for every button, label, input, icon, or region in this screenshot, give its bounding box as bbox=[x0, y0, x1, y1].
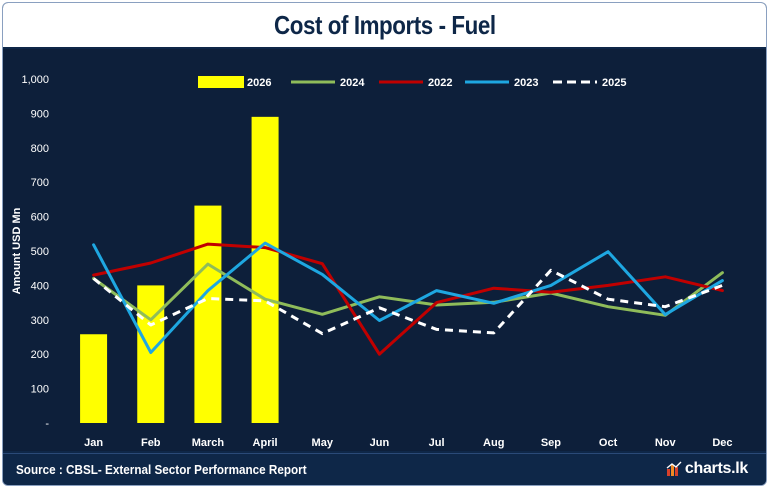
x-tick-label: Jul bbox=[429, 437, 445, 449]
y-tick-label: 400 bbox=[31, 280, 49, 292]
x-tick-label: March bbox=[192, 437, 225, 449]
x-tick-label: Aug bbox=[483, 437, 504, 449]
y-axis-label: Amount USD Mn bbox=[11, 207, 23, 294]
y-tick-label: 500 bbox=[31, 246, 49, 258]
bar-chart-logo-icon bbox=[666, 461, 682, 476]
x-tick-label: Nov bbox=[655, 437, 677, 449]
chart-title: Cost of Imports - Fuel bbox=[273, 9, 496, 40]
x-tick-label: Jun bbox=[370, 437, 390, 449]
legend: 2026 2024 2022 2023 2025 bbox=[198, 76, 626, 89]
x-tick-label: Sep bbox=[541, 437, 561, 449]
source-note: Source : CBSL- External Sector Performan… bbox=[16, 462, 307, 477]
legend-label-2023: 2023 bbox=[514, 77, 538, 89]
x-tick-label: May bbox=[312, 437, 334, 449]
line-2023 bbox=[92, 241, 724, 354]
line-2025 bbox=[92, 268, 723, 336]
bar-series bbox=[80, 116, 279, 423]
x-tick-label: Feb bbox=[141, 437, 161, 449]
x-axis: Jan Feb March April May Jun Jul Aug Sep Oct Nov Dec bbox=[84, 437, 732, 449]
line-2022 bbox=[92, 242, 724, 356]
line-2024 bbox=[92, 262, 724, 322]
legend-label-2026: 2026 bbox=[247, 77, 271, 89]
y-axis: - 100 200 300 400 500 600 700 800 900 1,000 bbox=[21, 74, 49, 430]
y-tick-label: 100 bbox=[31, 384, 49, 396]
line-series bbox=[92, 241, 724, 356]
y-tick-label: 200 bbox=[31, 349, 49, 361]
plot-area: - 100 200 300 400 500 600 700 800 900 1,000 Jan Feb… bbox=[3, 49, 766, 451]
y-tick-label: 600 bbox=[31, 212, 49, 224]
y-tick-label: 800 bbox=[31, 143, 49, 155]
chart-canvas: - 100 200 300 400 500 600 700 800 900 1,000 Jan Feb… bbox=[11, 74, 733, 449]
bar-2026 bbox=[251, 116, 279, 423]
bar-2026 bbox=[194, 205, 222, 423]
legend-label-2022: 2022 bbox=[428, 77, 452, 89]
legend-label-2025: 2025 bbox=[602, 77, 626, 89]
bar-2026 bbox=[80, 334, 108, 423]
legend-label-2024: 2024 bbox=[340, 77, 365, 89]
y-tick-label: 700 bbox=[31, 177, 49, 189]
y-tick-label: 900 bbox=[31, 108, 49, 120]
x-tick-label: Oct bbox=[599, 437, 618, 449]
y-tick-label: 1,000 bbox=[21, 74, 49, 86]
y-tick-label: - bbox=[45, 418, 49, 430]
y-tick-label: 300 bbox=[31, 315, 49, 327]
x-tick-label: Jan bbox=[84, 437, 103, 449]
x-tick-label: April bbox=[253, 437, 278, 449]
footer: Source : CBSL- External Sector Performan… bbox=[3, 453, 766, 485]
brand[interactable]: charts.lk bbox=[666, 460, 748, 478]
x-tick-label: Dec bbox=[712, 437, 732, 449]
legend-swatch-2026 bbox=[198, 76, 244, 88]
title-bar: Cost of Imports - Fuel bbox=[3, 3, 766, 49]
brand-name: charts.lk bbox=[684, 460, 748, 477]
bar-2026 bbox=[137, 285, 165, 423]
